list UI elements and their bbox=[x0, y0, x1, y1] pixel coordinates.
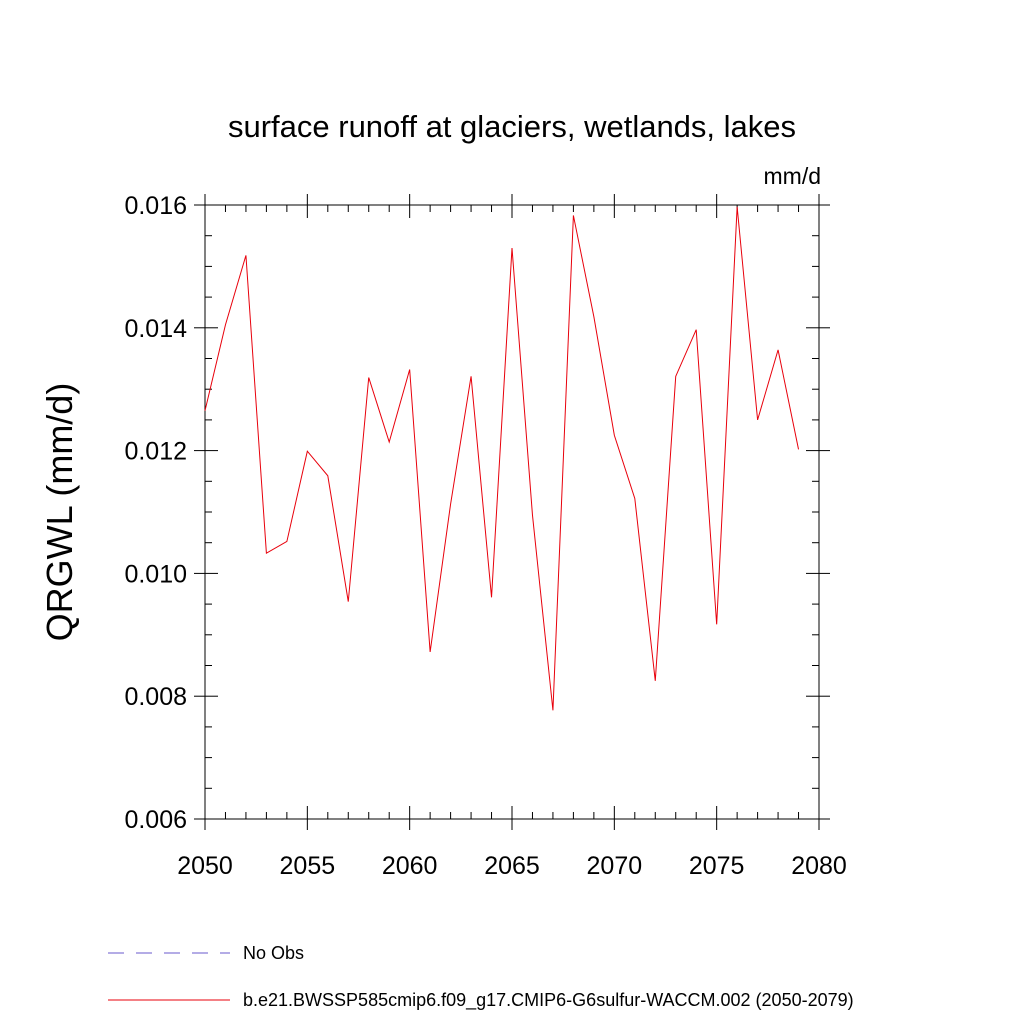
x-tick-label: 2075 bbox=[689, 852, 745, 880]
chart-title: surface runoff at glaciers, wetlands, la… bbox=[228, 109, 796, 144]
y-tick-label: 0.008 bbox=[124, 683, 187, 711]
x-tick-label: 2065 bbox=[484, 852, 540, 880]
legend-label: No Obs bbox=[243, 943, 304, 963]
y-axis-label: QRGWL (mm/d) bbox=[39, 383, 80, 642]
units-label: mm/d bbox=[764, 163, 822, 189]
legend: No Obs b.e21.BWSSP585cmip6.f09_g17.CMIP6-… bbox=[108, 943, 854, 1011]
y-tick-label: 0.012 bbox=[124, 438, 187, 466]
x-tick-label: 2080 bbox=[791, 852, 847, 880]
plot-frame bbox=[204, 204, 820, 820]
y-tick-label: 0.014 bbox=[124, 315, 187, 343]
legend-label: b.e21.BWSSP585cmip6.f09_g17.CMIP6-G6sulf… bbox=[243, 990, 854, 1011]
x-tick-label: 2070 bbox=[587, 852, 643, 880]
x-tick-label: 2050 bbox=[177, 852, 233, 880]
series-layer bbox=[204, 206, 800, 711]
x-tick-label: 2060 bbox=[382, 852, 438, 880]
y-tick-label: 0.006 bbox=[124, 806, 187, 834]
axis-ticks: 2050 2055 2060 2065 2070 2075 2080 0.006 0.008 0.… bbox=[124, 192, 846, 880]
y-tick-label: 0.016 bbox=[124, 192, 187, 220]
y-tick-label: 0.010 bbox=[124, 560, 187, 588]
series-line bbox=[204, 206, 800, 711]
x-tick-label: 2055 bbox=[280, 852, 336, 880]
